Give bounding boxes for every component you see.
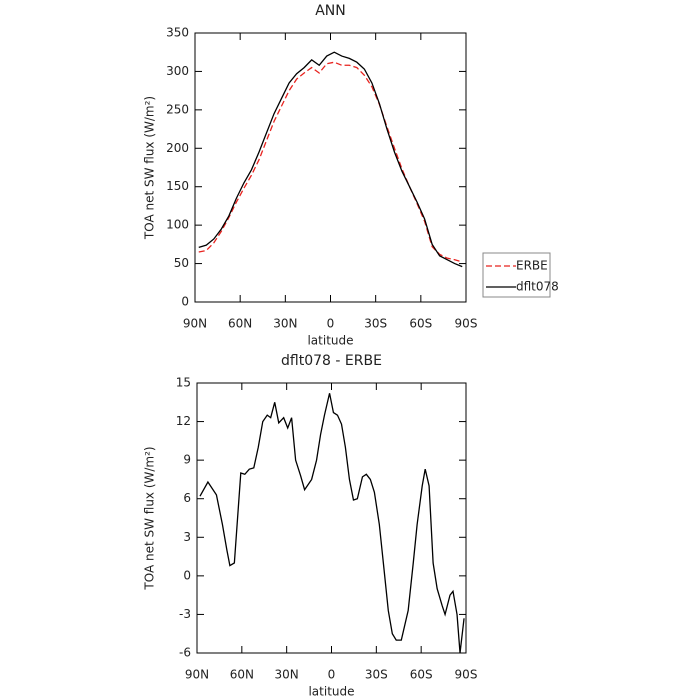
legend-label: dflt078 bbox=[516, 280, 559, 294]
legend-label: ERBE bbox=[516, 259, 548, 273]
x-tick-label: 60S bbox=[410, 668, 433, 682]
x-tick-label: 30S bbox=[364, 317, 387, 331]
data-line bbox=[198, 51, 463, 268]
chart-title: dflt078 - ERBE bbox=[281, 353, 382, 369]
y-tick-label: 0 bbox=[181, 295, 189, 309]
y-tick-label: 200 bbox=[166, 141, 189, 155]
y-tick-label: 9 bbox=[183, 453, 191, 467]
y-tick-label: 150 bbox=[166, 179, 189, 193]
y-tick-label: 12 bbox=[176, 414, 191, 428]
legend-box bbox=[482, 252, 551, 298]
x-axis-label: latitude bbox=[308, 685, 354, 699]
y-tick-label: 250 bbox=[166, 102, 189, 116]
y-axis-label: TOA net SW flux (W/m²) bbox=[143, 446, 157, 590]
y-tick-label: 300 bbox=[166, 64, 189, 78]
x-tick-label: 60N bbox=[228, 317, 252, 331]
x-tick-label: 90N bbox=[185, 668, 209, 682]
y-tick-label: 6 bbox=[183, 491, 191, 505]
x-tick-label: 0 bbox=[327, 317, 335, 331]
data-line bbox=[198, 61, 463, 263]
y-tick-label: 15 bbox=[176, 376, 191, 390]
y-tick-label: -3 bbox=[179, 607, 191, 621]
x-tick-label: 30N bbox=[275, 668, 299, 682]
y-tick-label: 50 bbox=[174, 256, 189, 270]
x-tick-label: 30N bbox=[273, 317, 297, 331]
x-tick-label: 90S bbox=[455, 668, 478, 682]
chart-title: ANN bbox=[315, 3, 346, 19]
plot-frame bbox=[194, 32, 467, 303]
data-line bbox=[199, 393, 465, 654]
x-tick-label: 90N bbox=[183, 317, 207, 331]
x-axis-label: latitude bbox=[307, 334, 353, 348]
y-tick-label: 350 bbox=[166, 26, 189, 40]
x-tick-label: 60N bbox=[230, 668, 254, 682]
x-tick-label: 0 bbox=[328, 668, 336, 682]
x-tick-label: 60S bbox=[409, 317, 432, 331]
y-axis-label: TOA net SW flux (W/m²) bbox=[143, 96, 157, 240]
y-tick-label: 3 bbox=[183, 530, 191, 544]
y-tick-label: -6 bbox=[179, 646, 191, 660]
x-tick-label: 90S bbox=[455, 317, 478, 331]
y-tick-label: 0 bbox=[183, 568, 191, 582]
y-tick-label: 100 bbox=[166, 218, 189, 232]
x-tick-label: 30S bbox=[365, 668, 388, 682]
plot-frame bbox=[196, 382, 467, 654]
